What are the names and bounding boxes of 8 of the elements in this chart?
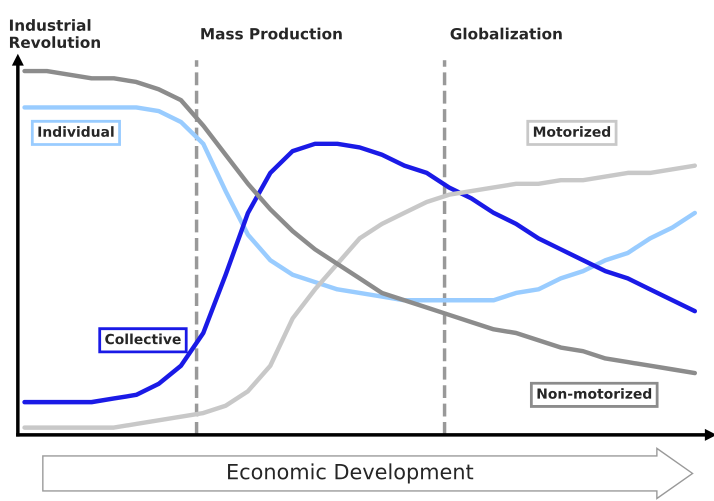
series-label: Collective — [105, 334, 181, 344]
series-label: Non-motorized — [537, 388, 652, 399]
text: Industrial Revolution — [10, 19, 100, 48]
text: Mass Production — [201, 28, 342, 40]
series-label: Individual — [38, 126, 114, 137]
text: Motorized — [534, 126, 610, 137]
text: Globalization — [450, 28, 562, 40]
x-axis-title: Economic Development — [228, 463, 474, 484]
